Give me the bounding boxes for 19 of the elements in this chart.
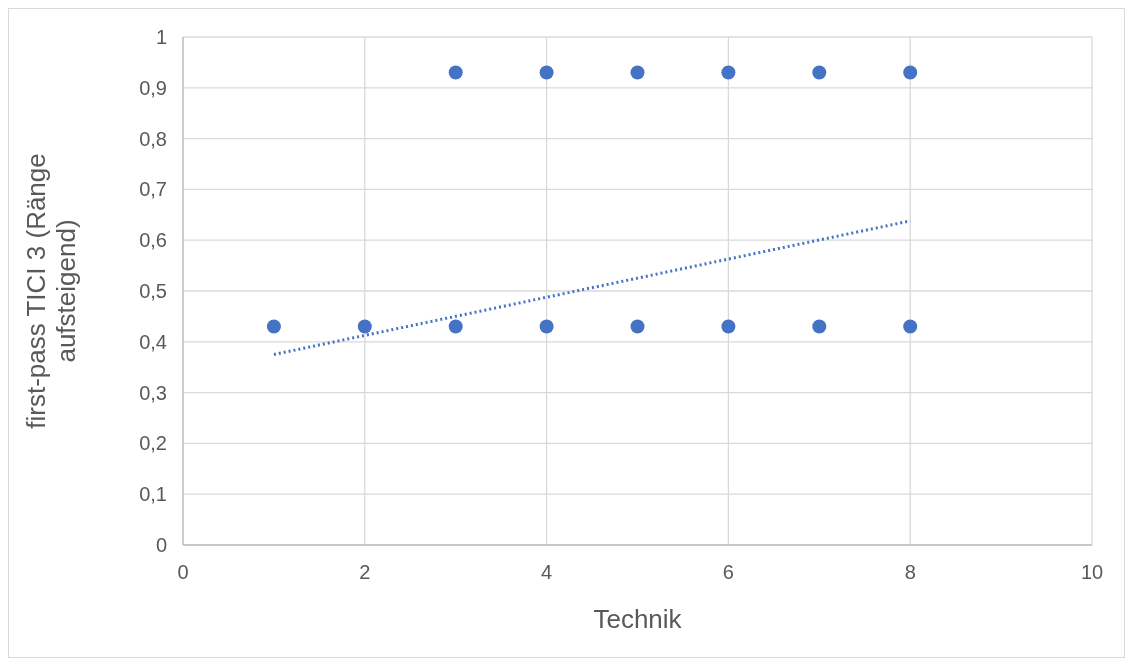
y-tick-label: 0,1: [139, 483, 167, 506]
x-tick-label: 8: [904, 561, 916, 583]
y-tick-label: 0,6: [139, 229, 167, 252]
x-tick-label: 4: [541, 561, 553, 583]
x-axis-title: Technik: [593, 604, 683, 634]
y-tick-label: 0,9: [139, 76, 167, 99]
x-tick-label: 2: [359, 561, 371, 583]
x-tick-label: 10: [1080, 561, 1104, 583]
y-tick-label: 1: [155, 26, 167, 48]
y-tick-label: 0,3: [139, 381, 167, 404]
y-tick-label: 0: [155, 534, 167, 556]
y-axis-title: first-pass TICI 3 (Ränge aufsteigend): [21, 153, 81, 429]
y-tick-label: 0,5: [139, 280, 167, 302]
x-tick-label: 0: [177, 561, 189, 583]
y-tick-label: 0,8: [139, 127, 167, 150]
y-tick-label: 0,2: [139, 432, 167, 455]
y-tick-label: 0,7: [139, 178, 167, 201]
x-tick-label: 6: [722, 561, 734, 583]
y-tick-label: 0,4: [139, 330, 167, 353]
